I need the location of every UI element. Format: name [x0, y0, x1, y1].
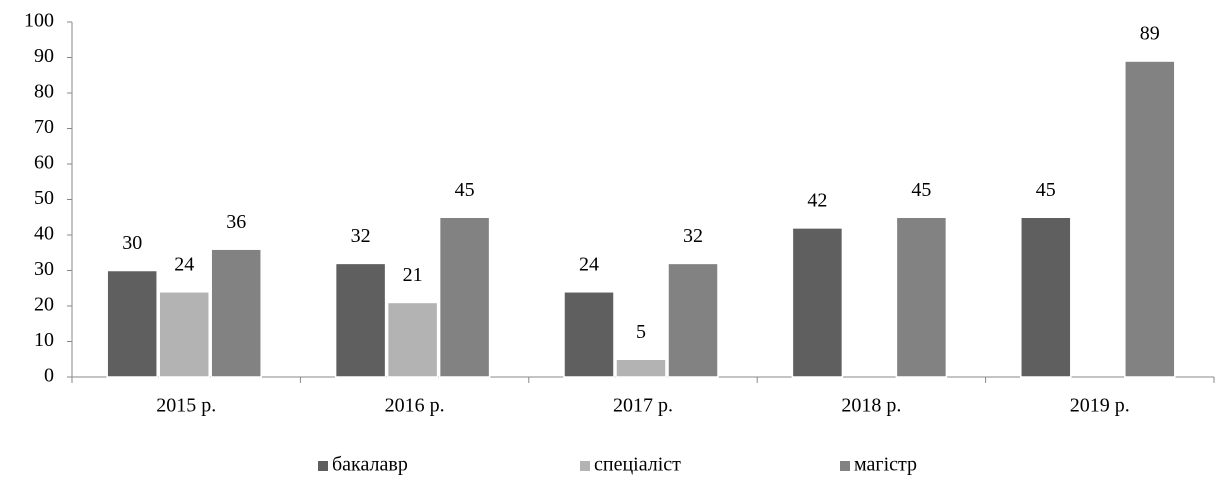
x-tick-label: 2019 р. [1070, 395, 1130, 417]
data-label: 24 [174, 253, 194, 275]
bar [1020, 216, 1072, 378]
x-tick-label: 2017 р. [613, 395, 673, 417]
data-label: 30 [122, 232, 142, 254]
y-tick-label: 40 [34, 223, 54, 245]
y-tick-label: 100 [24, 10, 54, 32]
y-tick-label: 10 [34, 329, 54, 351]
data-label: 45 [1036, 179, 1056, 201]
bar [1124, 60, 1176, 378]
data-label: 36 [226, 211, 246, 233]
y-tick-label: 0 [44, 365, 54, 387]
bar [791, 227, 844, 378]
legend-swatch [318, 461, 328, 471]
bar [563, 291, 615, 378]
data-label: 45 [911, 179, 931, 201]
y-tick-label: 50 [34, 187, 54, 209]
y-tick-label: 80 [34, 81, 54, 103]
x-tick-label: 2015 р. [156, 395, 216, 417]
x-tick-label: 2016 р. [385, 395, 445, 417]
bar [106, 269, 158, 378]
bar [334, 262, 387, 378]
data-label: 5 [636, 321, 646, 343]
legend-swatch [580, 461, 590, 471]
y-tick-label: 20 [34, 294, 54, 316]
bar [210, 248, 262, 378]
legend-swatch [840, 461, 850, 471]
x-tick-label: 2018 р. [841, 395, 901, 417]
bar [667, 262, 719, 378]
y-tick-label: 60 [34, 152, 54, 174]
y-tick-label: 90 [34, 45, 54, 67]
bar [158, 291, 210, 378]
data-label: 32 [351, 225, 371, 247]
bar [438, 216, 491, 378]
data-label: 45 [455, 179, 475, 201]
y-tick-label: 30 [34, 258, 54, 280]
data-label: 21 [403, 264, 423, 286]
bar [615, 358, 667, 378]
data-label: 32 [683, 225, 703, 247]
bar [386, 301, 439, 378]
legend-label: магістр [854, 454, 917, 476]
bar [895, 216, 948, 378]
legend-label: спеціаліст [594, 454, 681, 476]
legend-label: бакалавр [332, 454, 408, 476]
data-label: 89 [1140, 23, 1160, 45]
data-label: 42 [807, 189, 827, 211]
data-label: 24 [579, 253, 599, 275]
y-tick-label: 70 [34, 116, 54, 138]
